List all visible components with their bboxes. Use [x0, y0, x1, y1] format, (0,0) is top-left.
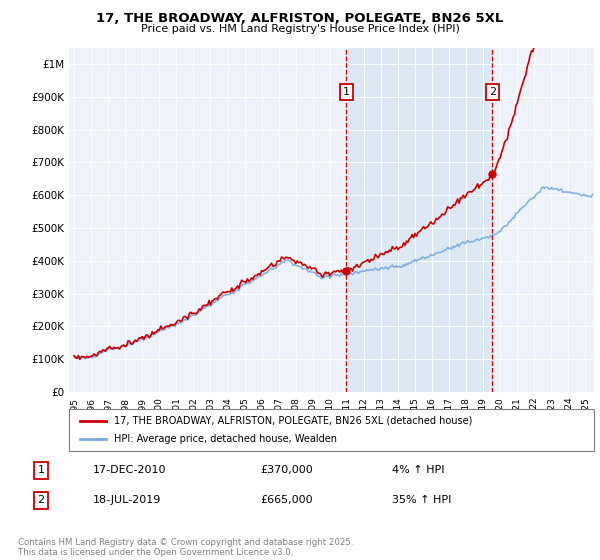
- Text: 2: 2: [489, 87, 496, 97]
- Text: 17, THE BROADWAY, ALFRISTON, POLEGATE, BN26 5XL: 17, THE BROADWAY, ALFRISTON, POLEGATE, B…: [97, 12, 503, 25]
- Text: 4% ↑ HPI: 4% ↑ HPI: [392, 465, 445, 475]
- FancyBboxPatch shape: [69, 409, 594, 451]
- Text: 2: 2: [37, 496, 44, 506]
- Text: Price paid vs. HM Land Registry's House Price Index (HPI): Price paid vs. HM Land Registry's House …: [140, 24, 460, 34]
- Text: 18-JUL-2019: 18-JUL-2019: [93, 496, 161, 506]
- Text: 1: 1: [343, 87, 350, 97]
- Text: £665,000: £665,000: [260, 496, 313, 506]
- Text: 1: 1: [38, 465, 44, 475]
- Text: £370,000: £370,000: [260, 465, 313, 475]
- Text: HPI: Average price, detached house, Wealden: HPI: Average price, detached house, Weal…: [113, 434, 337, 444]
- Text: 35% ↑ HPI: 35% ↑ HPI: [392, 496, 452, 506]
- Text: 17-DEC-2010: 17-DEC-2010: [93, 465, 166, 475]
- Bar: [346, 48, 493, 392]
- Text: Contains HM Land Registry data © Crown copyright and database right 2025.
This d: Contains HM Land Registry data © Crown c…: [18, 538, 353, 557]
- Text: 17, THE BROADWAY, ALFRISTON, POLEGATE, BN26 5XL (detached house): 17, THE BROADWAY, ALFRISTON, POLEGATE, B…: [113, 416, 472, 426]
